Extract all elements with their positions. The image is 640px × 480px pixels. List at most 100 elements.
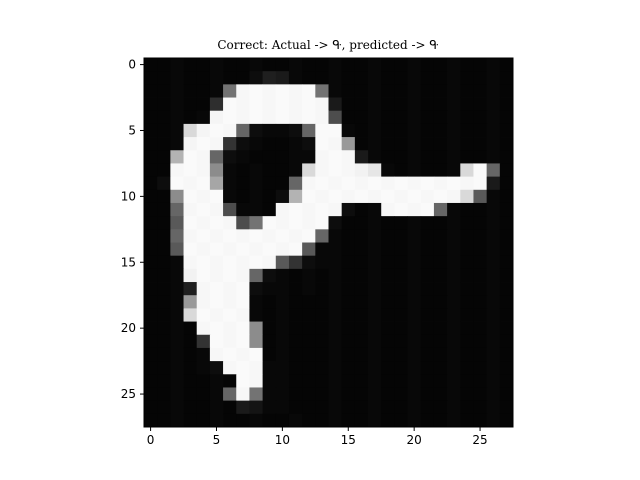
pixel-cell-r2-c7 xyxy=(236,84,250,98)
pixel-cell-r5-c2 xyxy=(170,123,184,138)
pixel-cell-r25-c16 xyxy=(354,387,369,402)
pixel-cell-r5-c25 xyxy=(473,123,488,138)
pixel-cell-r24-c4 xyxy=(196,374,211,388)
x-tick-label-0: 0 xyxy=(147,433,155,447)
pixel-cell-r6-c24 xyxy=(460,137,474,151)
pixel-cell-r23-c8 xyxy=(249,361,264,375)
pixel-cell-r21-c10 xyxy=(275,334,290,349)
pixel-cell-r13-c13 xyxy=(315,229,329,243)
pixel-cell-r8-c26 xyxy=(486,163,501,178)
pixel-cell-r0-c17 xyxy=(368,58,382,72)
pixel-cell-r15-c10 xyxy=(275,255,290,270)
pixel-cell-r0-c9 xyxy=(262,58,277,72)
pixel-cell-r7-c7 xyxy=(236,150,250,164)
pixel-cell-r26-c9 xyxy=(262,400,277,415)
pixel-cell-r0-c15 xyxy=(341,58,356,72)
pixel-cell-r19-c12 xyxy=(302,308,316,322)
pixel-cell-r18-c25 xyxy=(473,295,488,309)
pixel-cell-r16-c27 xyxy=(499,268,514,283)
pixel-cell-r26-c26 xyxy=(486,400,501,415)
pixel-cell-r16-c11 xyxy=(288,268,303,283)
pixel-cell-r1-c27 xyxy=(499,71,514,85)
pixel-cell-r12-c0 xyxy=(144,216,158,230)
pixel-cell-r25-c14 xyxy=(328,387,343,402)
pixel-cell-r7-c1 xyxy=(157,150,171,164)
pixel-cell-r8-c16 xyxy=(354,163,369,178)
pixel-cell-r4-c17 xyxy=(368,110,382,125)
pixel-cell-r20-c26 xyxy=(486,321,501,336)
pixel-cell-r22-c11 xyxy=(288,347,303,362)
pixel-cell-r27-c6 xyxy=(223,413,237,428)
pixel-cell-r20-c22 xyxy=(433,321,448,336)
pixel-cell-r15-c22 xyxy=(433,255,448,270)
pixel-cell-r13-c17 xyxy=(368,229,382,243)
pixel-cell-r11-c2 xyxy=(170,202,184,217)
pixel-cell-r4-c18 xyxy=(381,110,395,125)
pixel-cell-r1-c6 xyxy=(223,71,237,85)
pixel-cell-r27-c17 xyxy=(368,413,382,428)
pixel-cell-r9-c27 xyxy=(499,176,514,191)
pixel-cell-r7-c5 xyxy=(209,150,224,164)
pixel-cell-r3-c5 xyxy=(209,97,224,112)
pixel-cell-r6-c18 xyxy=(381,137,395,151)
pixel-cell-r7-c8 xyxy=(249,150,264,164)
pixel-cell-r9-c18 xyxy=(381,176,395,191)
pixel-cell-r24-c7 xyxy=(236,374,250,388)
pixel-cell-r10-c0 xyxy=(144,189,158,204)
pixel-cell-r24-c26 xyxy=(486,374,501,388)
pixel-cell-r4-c19 xyxy=(394,110,408,125)
pixel-cell-r4-c3 xyxy=(183,110,198,125)
pixel-cell-r27-c25 xyxy=(473,413,488,428)
pixel-cell-r15-c26 xyxy=(486,255,501,270)
pixel-cell-r12-c22 xyxy=(433,216,448,230)
pixel-cell-r5-c21 xyxy=(420,123,435,138)
pixel-cell-r16-c12 xyxy=(302,268,316,283)
pixel-cell-r2-c22 xyxy=(433,84,448,98)
pixel-cell-r19-c4 xyxy=(196,308,211,322)
pixel-cell-r15-c23 xyxy=(447,255,461,270)
pixel-cell-r7-c4 xyxy=(196,150,211,164)
pixel-cell-r7-c12 xyxy=(302,150,316,164)
pixel-cell-r18-c8 xyxy=(249,295,264,309)
pixel-cell-r7-c0 xyxy=(144,150,158,164)
pixel-cell-r2-c10 xyxy=(275,84,290,98)
pixel-cell-r13-c7 xyxy=(236,229,250,243)
pixel-cell-r15-c16 xyxy=(354,255,369,270)
pixel-cell-r19-c16 xyxy=(354,308,369,322)
pixel-cell-r27-c3 xyxy=(183,413,198,428)
pixel-cell-r16-c0 xyxy=(144,268,158,283)
pixel-cell-r23-c25 xyxy=(473,361,488,375)
pixel-cell-r11-c17 xyxy=(368,202,382,217)
pixel-cell-r9-c5 xyxy=(209,176,224,191)
pixel-cell-r21-c0 xyxy=(144,334,158,349)
pixel-cell-r26-c16 xyxy=(354,400,369,415)
pixel-cell-r25-c25 xyxy=(473,387,488,402)
pixel-cell-r21-c26 xyxy=(486,334,501,349)
pixel-cell-r17-c1 xyxy=(157,282,171,296)
pixel-cell-r2-c19 xyxy=(394,84,408,98)
chart-title: Correct: Actual -> ᑵ, predicted -> ᑵ xyxy=(217,38,438,52)
pixel-cell-r14-c17 xyxy=(368,242,382,257)
pixel-cell-r15-c6 xyxy=(223,255,237,270)
pixel-cell-r25-c13 xyxy=(315,387,329,402)
pixel-cell-r1-c9 xyxy=(262,71,277,85)
pixel-cell-r20-c18 xyxy=(381,321,395,336)
pixel-cell-r16-c18 xyxy=(381,268,395,283)
pixel-cell-r6-c20 xyxy=(407,137,422,151)
pixel-cell-r21-c15 xyxy=(341,334,356,349)
pixel-cell-r18-c4 xyxy=(196,295,211,309)
pixel-cell-r27-c20 xyxy=(407,413,422,428)
pixel-cell-r1-c4 xyxy=(196,71,211,85)
pixel-cell-r19-c9 xyxy=(262,308,277,322)
pixel-cell-r8-c3 xyxy=(183,163,198,178)
pixel-cell-r4-c27 xyxy=(499,110,514,125)
pixel-cell-r13-c20 xyxy=(407,229,422,243)
pixel-cell-r21-c1 xyxy=(157,334,171,349)
pixel-cell-r14-c1 xyxy=(157,242,171,257)
pixel-cell-r27-c23 xyxy=(447,413,461,428)
pixel-cell-r16-c24 xyxy=(460,268,474,283)
pixel-cell-r21-c14 xyxy=(328,334,343,349)
pixel-cell-r15-c18 xyxy=(381,255,395,270)
pixel-cell-r21-c13 xyxy=(315,334,329,349)
pixel-cell-r19-c3 xyxy=(183,308,198,322)
